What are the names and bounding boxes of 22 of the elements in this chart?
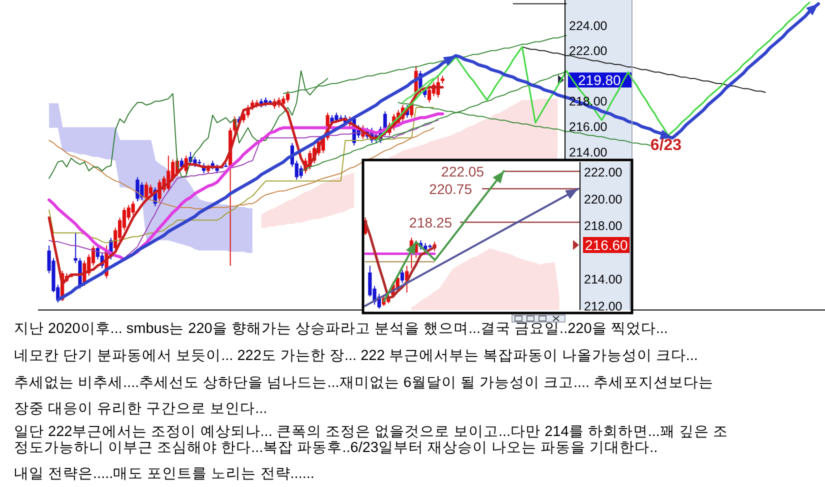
ref-line-label: 222.05 bbox=[441, 163, 484, 180]
annotation: 216.60 bbox=[585, 237, 628, 253]
y-tick-label: 212.00 bbox=[584, 299, 622, 314]
y-tick-label: 224.00 bbox=[569, 18, 608, 33]
text: 네모칸 단기 분파동에서 보듯이... 222도 가는한 장... 222 부근에서부는 복잡파동이 나올가능성이 크다... bbox=[14, 348, 698, 364]
text: 장중 대응이 유리한 구간으로 보인다... bbox=[14, 401, 268, 417]
annotation: 219.80 bbox=[578, 72, 622, 88]
annotation: 6/23 bbox=[650, 137, 682, 154]
ref-line-label: 220.75 bbox=[429, 180, 472, 197]
y-tick-label: 222.00 bbox=[569, 44, 608, 58]
text: 일단 222부근에서는 조정이 예상되나... 큰폭의 조정은 없을것으로 보이고...다만 214를 하회하면...꽤 깊은 조 bbox=[14, 424, 728, 440]
text: 내일 전략은.....매도 포인트를 노리는 전략...... bbox=[14, 466, 314, 482]
ref-line-label: 218.25 bbox=[409, 214, 452, 230]
y-tick-label: 220.00 bbox=[584, 192, 622, 206]
text: 지난 2020이후... smbus는 220을 향해가는 상승파라고 분석을 했으며...결국 금요일..220을 찍었다... bbox=[14, 321, 668, 337]
y-tick-label: 222.00 bbox=[584, 166, 622, 180]
y-tick-label: 214.00 bbox=[569, 145, 608, 160]
y-tick-label: 214.00 bbox=[584, 272, 622, 287]
y-tick-label: 218.00 bbox=[584, 219, 622, 234]
text: 추세없는 비추세....추세선도 상하단을 넘나드는...재미없는 6월달이 될 가능성이 크고.... 추세포지션보다는 bbox=[14, 375, 714, 391]
text: 정도가능하니 이부근 조심해야 한다...복잡 파동후..6/23일부터 재상승이 나오는 파동을 기대한다.. bbox=[14, 440, 658, 456]
y-tick-label: 216.00 bbox=[569, 120, 608, 134]
